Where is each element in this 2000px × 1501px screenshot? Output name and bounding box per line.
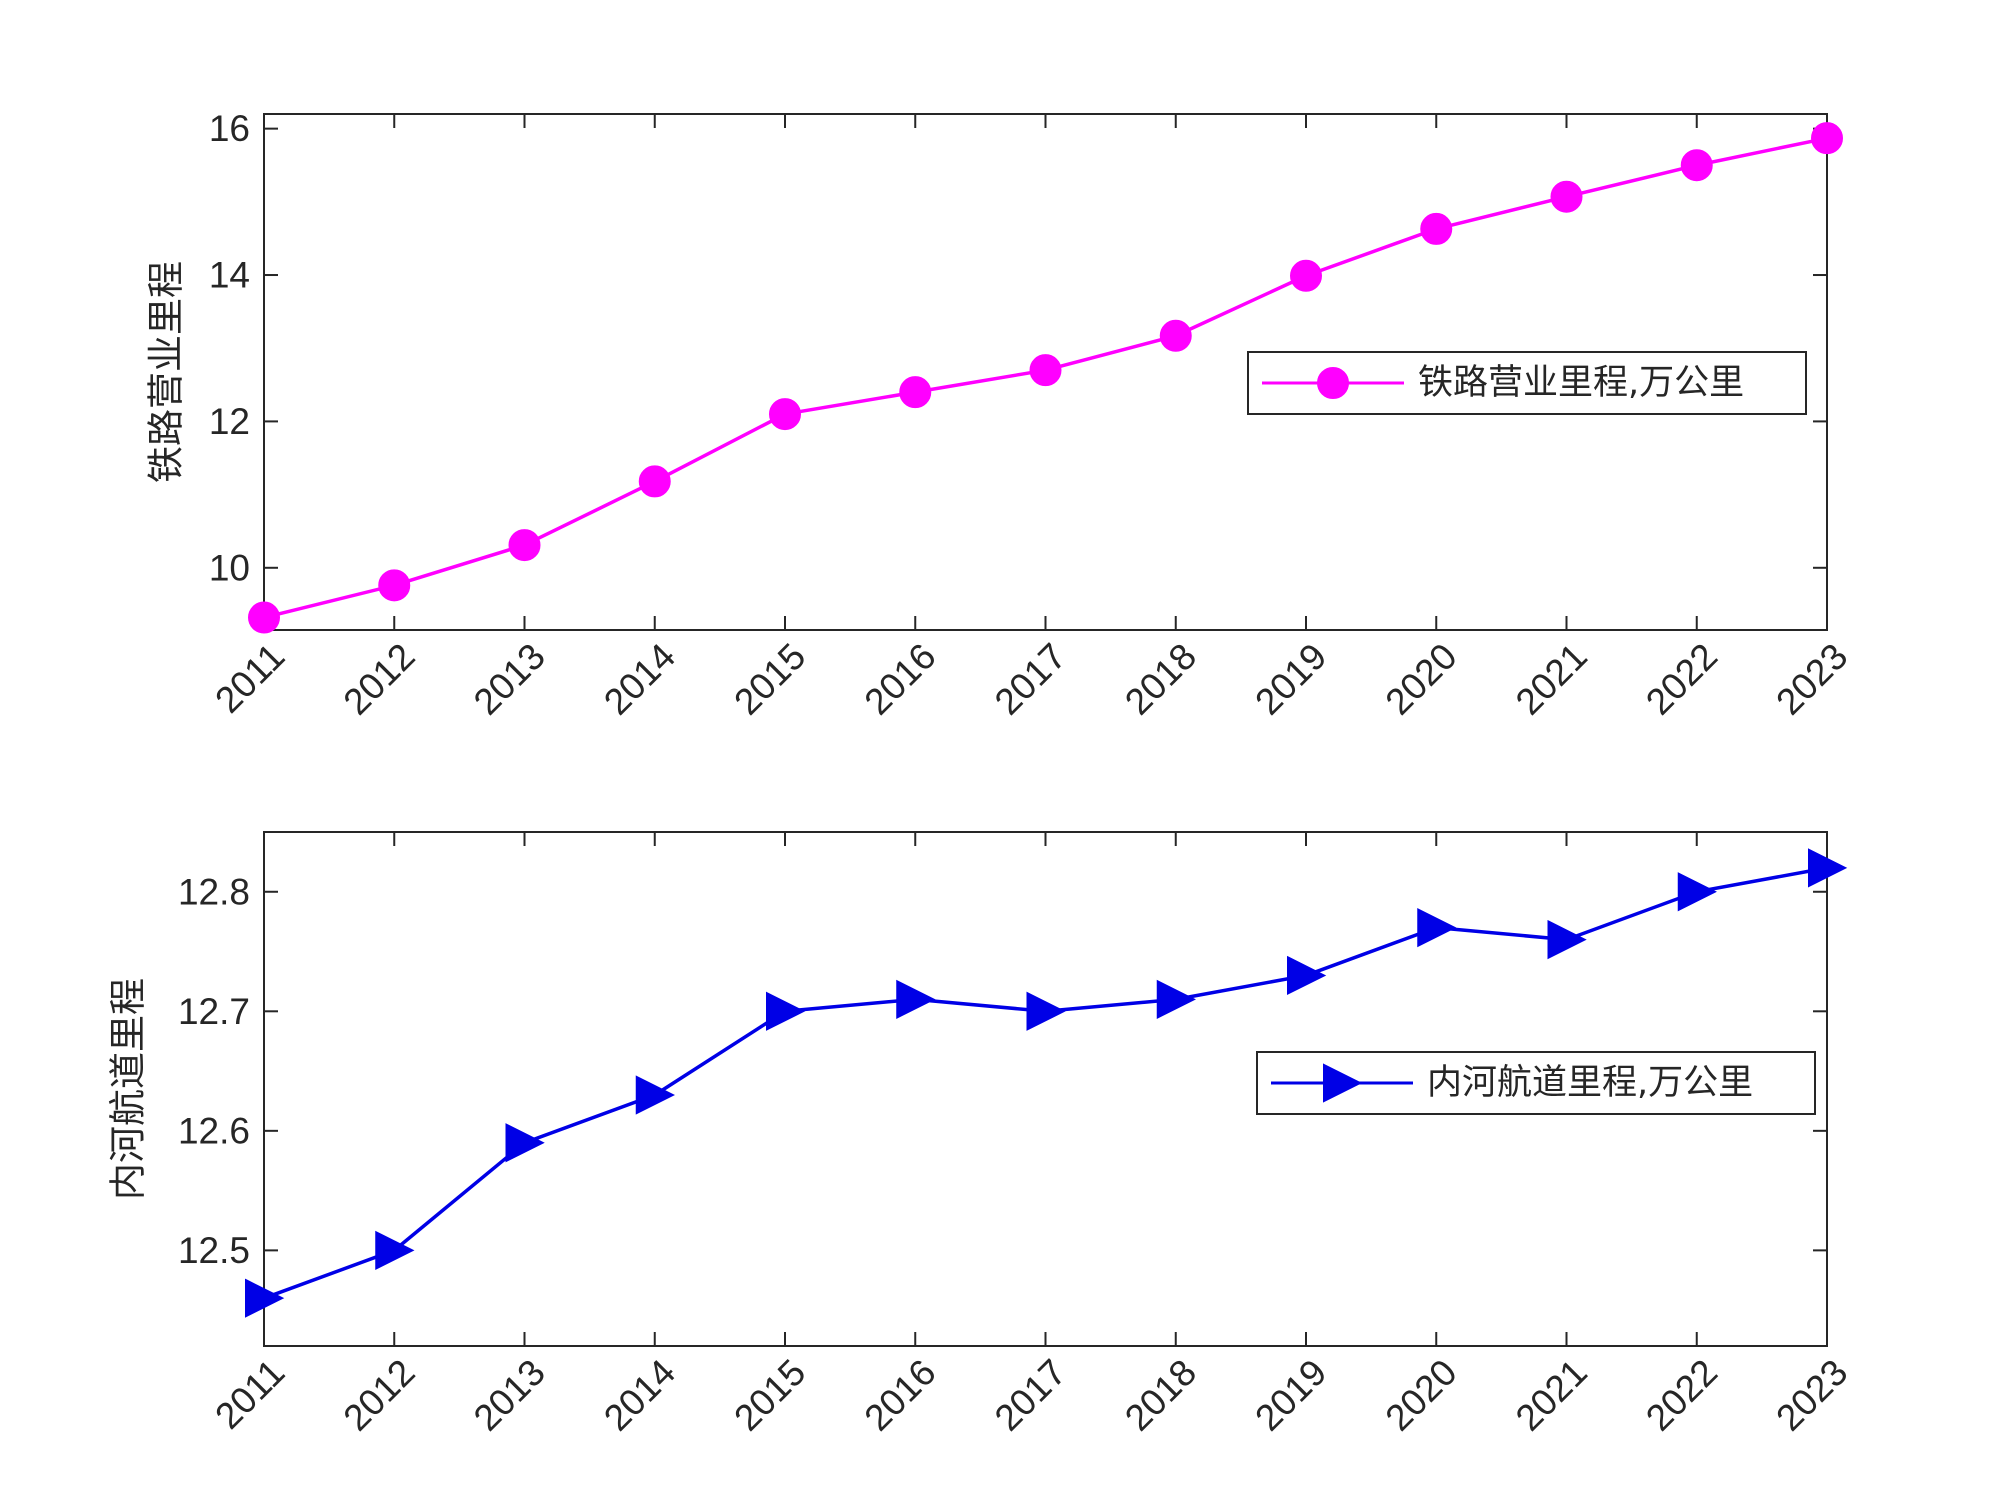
data-point <box>508 529 541 562</box>
legend-marker-shape <box>1317 367 1349 399</box>
tick-marks <box>263 832 1828 1346</box>
data-point <box>1417 908 1457 948</box>
data-point <box>1287 955 1327 996</box>
data-point <box>1677 872 1717 912</box>
data-point <box>638 465 671 498</box>
data-point <box>1547 919 1587 960</box>
data-point <box>245 1278 285 1318</box>
y-axis-label: 内河航道里程 <box>107 978 150 1200</box>
y-tick-label: 16 <box>209 108 250 149</box>
tick-marks <box>263 114 1828 630</box>
y-tick-label: 12.6 <box>178 1110 250 1151</box>
legend-marker <box>1317 367 1349 399</box>
legend: 铁路营业里程,万公里 <box>1247 351 1807 415</box>
data-point <box>1808 848 1848 888</box>
railway-chart: 2011 2012 2013 2014 2015 2016 2017 2018 2019 2020… <box>145 108 1856 723</box>
y-tick-labels: 10 12 14 16 <box>209 108 250 588</box>
legend-marker <box>1323 1063 1363 1103</box>
data-point <box>766 991 806 1031</box>
data-point <box>378 569 411 602</box>
data-point <box>1026 991 1066 1031</box>
data-point <box>1159 319 1192 352</box>
legend-marker-shape <box>1323 1063 1363 1103</box>
legend-entry: 铁路营业里程,万公里 <box>1418 363 1744 403</box>
data-point <box>1811 122 1843 155</box>
y-tick-labels: 12.5 12.6 12.7 12.8 <box>178 871 250 1271</box>
y-tick-label: 12.7 <box>178 991 250 1032</box>
y-tick-label: 12 <box>209 401 250 442</box>
legend-entry: 内河航道里程,万公里 <box>1427 1063 1753 1103</box>
data-point <box>1156 979 1196 1019</box>
waterway-chart: 2011 2012 2013 2014 2015 2016 2017 2018 2019 2020… <box>107 831 1855 1439</box>
y-tick-label: 12.8 <box>178 871 250 912</box>
data-point <box>635 1075 675 1115</box>
legend: 内河航道里程,万公里 <box>1256 1051 1816 1115</box>
y-tick-label: 14 <box>209 255 250 296</box>
data-point <box>1029 354 1062 387</box>
y-axis-label: 铁路营业里程 <box>145 261 188 483</box>
series-layer <box>248 122 1843 634</box>
series-layer <box>245 848 1848 1318</box>
data-point <box>1680 149 1713 182</box>
data-point <box>1420 212 1453 245</box>
data-point <box>248 601 280 634</box>
data-point <box>375 1230 415 1270</box>
y-tick-label: 10 <box>209 547 250 588</box>
data-point <box>1290 259 1322 292</box>
data-point <box>896 979 936 1019</box>
data-point <box>1550 180 1583 213</box>
data-point <box>769 398 801 431</box>
y-tick-label: 12.5 <box>178 1230 250 1271</box>
data-point <box>505 1123 545 1163</box>
data-point <box>899 376 932 409</box>
